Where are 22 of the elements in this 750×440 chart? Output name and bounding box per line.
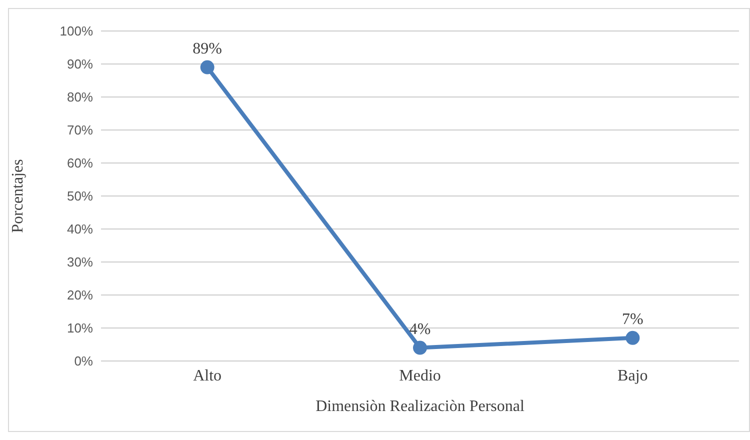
y-tick-label: 50% — [66, 188, 94, 204]
y-tick-label: 70% — [66, 122, 94, 138]
point — [200, 60, 214, 74]
y-tick-label: 10% — [66, 320, 94, 336]
y-tick-label: 100% — [60, 24, 94, 39]
y-tick-label: 20% — [66, 288, 94, 303]
y-tick-label: 30% — [66, 254, 94, 270]
x-tick-label: Medio — [399, 367, 441, 384]
data-label: 7% — [622, 310, 644, 328]
y-tick-label: 90% — [66, 56, 94, 72]
point — [626, 330, 640, 345]
y-axis-title: Porcentajes — [10, 159, 27, 233]
y-tick-label: 40% — [66, 222, 94, 237]
y-tick-label: 80% — [66, 90, 94, 105]
data-label: 89% — [192, 40, 222, 58]
point — [413, 340, 427, 355]
y-tick-label: 60% — [66, 156, 94, 171]
x-axis-title: Dimensiòn Realizaciòn Personal — [316, 398, 525, 415]
x-tick-label: Bajo — [618, 367, 648, 384]
data-label: 4% — [409, 320, 431, 338]
x-tick-label: Alto — [193, 367, 222, 384]
y-tick-label: 0% — [74, 354, 94, 369]
